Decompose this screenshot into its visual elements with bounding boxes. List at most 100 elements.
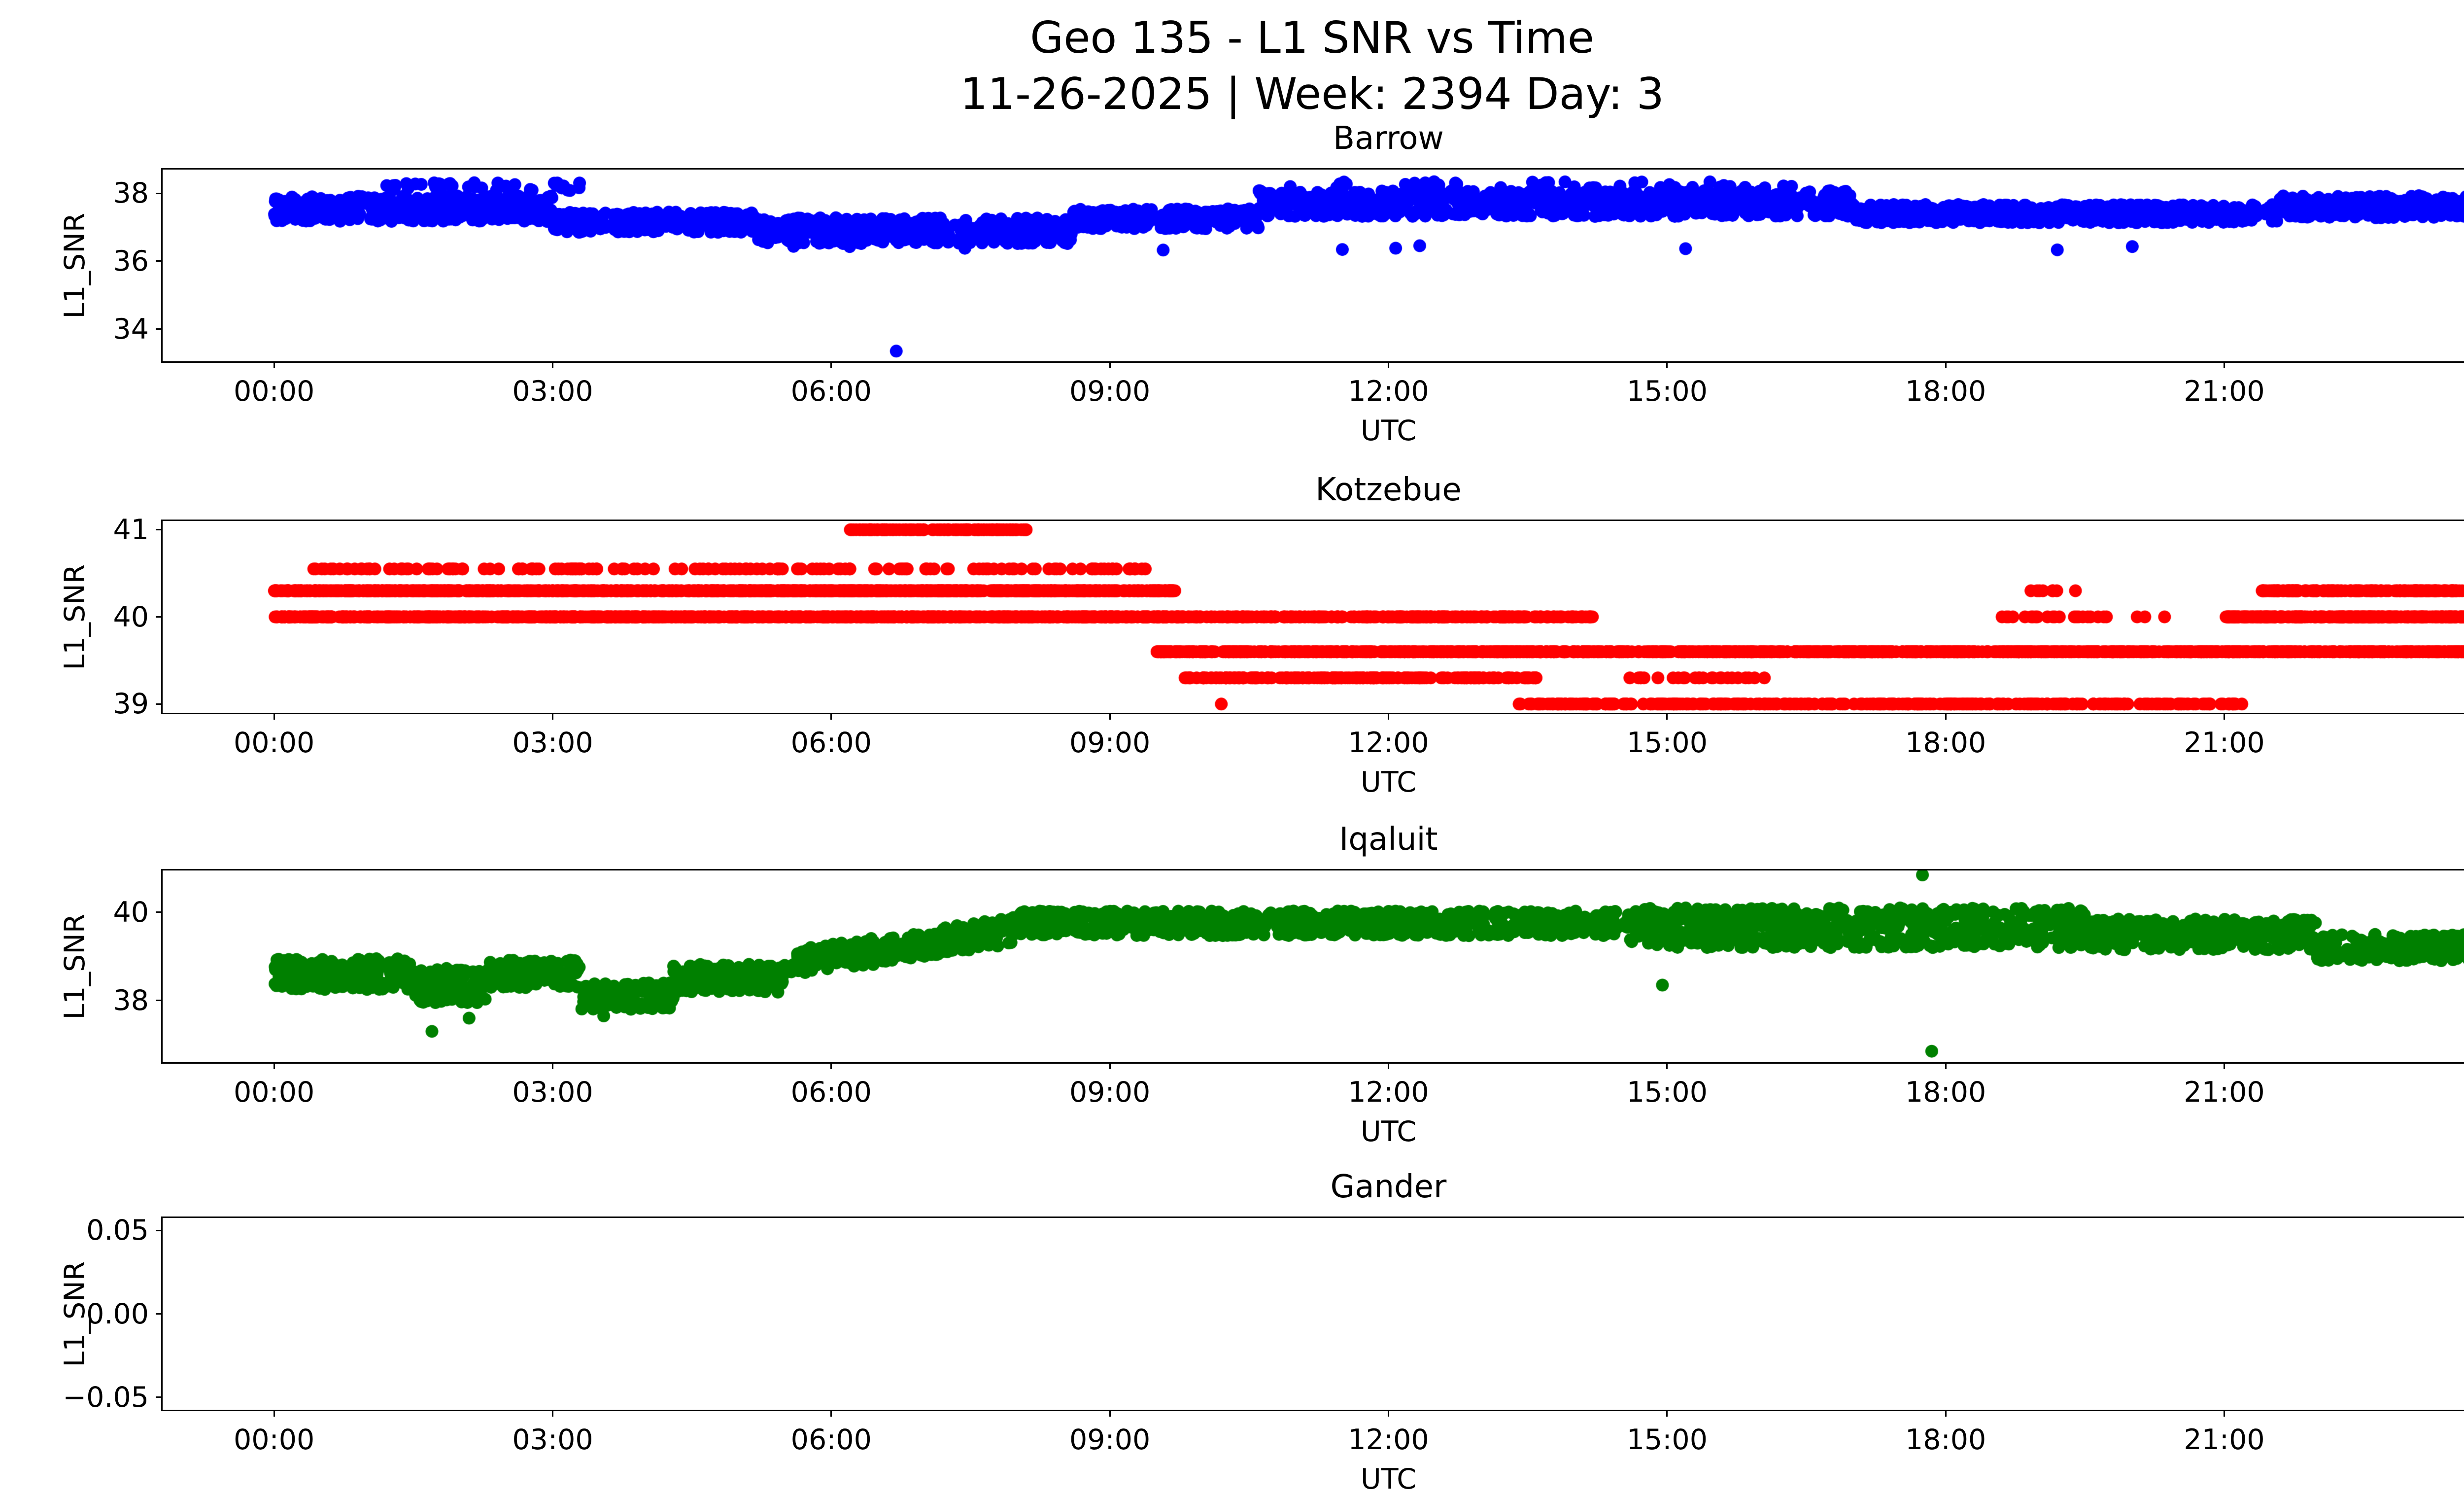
y-tick-label: 38 xyxy=(113,984,149,1017)
x-tick-label: 21:00 xyxy=(2184,727,2265,759)
x-axis-label: UTC xyxy=(1361,1115,1416,1148)
scatter-canvas-gander xyxy=(163,1218,2464,1410)
x-tick-label: 15:00 xyxy=(1626,375,1708,408)
x-tick-mark xyxy=(273,713,275,720)
y-axis-label: L1_SNR xyxy=(59,212,91,318)
y-tick-label: 34 xyxy=(113,313,149,346)
subplot-title-kotzebue: Kotzebue xyxy=(1315,472,1462,508)
y-tick-mark xyxy=(156,1313,163,1315)
x-tick-mark xyxy=(1109,713,1111,720)
x-tick-mark xyxy=(1945,713,1947,720)
scatter-canvas-barrow xyxy=(163,170,2464,361)
x-tick-mark xyxy=(1666,713,1668,720)
x-tick-mark xyxy=(1666,1062,1668,1069)
x-tick-label: 21:00 xyxy=(2184,1424,2265,1456)
x-tick-label: 09:00 xyxy=(1069,727,1151,759)
x-tick-label: 12:00 xyxy=(1348,1424,1429,1456)
y-tick-mark xyxy=(156,192,163,194)
y-tick-mark xyxy=(156,703,163,705)
x-tick-label: 21:00 xyxy=(2184,375,2265,408)
x-tick-mark xyxy=(273,1410,275,1417)
figure-title-line1: Geo 135 - L1 SNR vs Time xyxy=(1030,12,1594,63)
y-tick-mark xyxy=(156,1396,163,1398)
x-tick-label: 18:00 xyxy=(1905,375,1986,408)
axes-iqaluit: Iqaluit L1_SNR UTC 40 38 00:00 03:00 06:00 09:00… xyxy=(59,821,2464,1148)
x-tick-label: 00:00 xyxy=(233,375,315,408)
y-tick-label: 40 xyxy=(113,600,149,633)
x-tick-mark xyxy=(830,361,832,368)
x-tick-mark xyxy=(1666,1410,1668,1417)
y-tick-label: 0.05 xyxy=(86,1214,149,1247)
y-tick-mark xyxy=(156,529,163,531)
x-tick-label: 03:00 xyxy=(512,727,593,759)
axes-kotzebue: Kotzebue L1_SNR UTC 41 40 39 00:00 03:00 06:00 09… xyxy=(59,472,2464,799)
x-tick-mark xyxy=(551,713,553,720)
y-axis-label: L1_SNR xyxy=(59,564,91,670)
x-tick-mark xyxy=(1109,1062,1111,1069)
x-tick-label: 06:00 xyxy=(790,1424,872,1456)
x-tick-label: 18:00 xyxy=(1905,1424,1986,1456)
y-tick-mark xyxy=(156,260,163,262)
x-tick-mark xyxy=(1388,1062,1389,1069)
x-tick-label: 00:00 xyxy=(2463,1076,2464,1109)
x-tick-mark xyxy=(551,1410,553,1417)
x-axis-label: UTC xyxy=(1361,415,1416,447)
y-axis-label: L1_SNR xyxy=(59,913,91,1019)
x-tick-mark xyxy=(1388,361,1389,368)
x-tick-mark xyxy=(1945,1410,1947,1417)
x-tick-label: 00:00 xyxy=(233,727,315,759)
x-tick-label: 06:00 xyxy=(790,375,872,408)
y-tick-mark xyxy=(156,328,163,330)
x-tick-label: 03:00 xyxy=(512,1076,593,1109)
y-tick-label: 40 xyxy=(113,896,149,929)
x-tick-mark xyxy=(2224,361,2225,368)
y-tick-mark xyxy=(156,911,163,913)
x-tick-label: 06:00 xyxy=(790,727,872,759)
y-tick-mark xyxy=(156,1229,163,1231)
x-tick-label: 18:00 xyxy=(1905,727,1986,759)
y-tick-label: 36 xyxy=(113,244,149,278)
x-tick-mark xyxy=(273,361,275,368)
x-tick-label: 15:00 xyxy=(1626,1076,1708,1109)
x-tick-mark xyxy=(1666,361,1668,368)
x-tick-mark xyxy=(1945,1062,1947,1069)
x-tick-label: 06:00 xyxy=(790,1076,872,1109)
y-tick-mark xyxy=(156,1000,163,1002)
x-tick-label: 12:00 xyxy=(1348,375,1429,408)
x-tick-label: 03:00 xyxy=(512,375,593,408)
x-tick-mark xyxy=(1388,713,1389,720)
axes-barrow: Barrow L1_SNR UTC 38 36 34 00:00 03:00 06:00 09:0… xyxy=(59,120,2464,447)
y-tick-label: −0.05 xyxy=(63,1381,149,1414)
x-tick-mark xyxy=(1945,361,1947,368)
x-tick-label: 00:00 xyxy=(233,1076,315,1109)
x-tick-mark xyxy=(830,1062,832,1069)
x-tick-label: 00:00 xyxy=(233,1424,315,1456)
x-tick-label: 03:00 xyxy=(512,1424,593,1456)
x-tick-label: 09:00 xyxy=(1069,375,1151,408)
figure-title: Geo 135 - L1 SNR vs Time 11-26-2025 | We… xyxy=(0,10,2464,123)
scatter-canvas-iqaluit xyxy=(163,870,2464,1062)
x-tick-mark xyxy=(2224,1410,2225,1417)
axes-gander: Gander L1_SNR UTC 0.05 0.00 −0.05 00:00 03:00 06… xyxy=(59,1169,2464,1495)
x-tick-mark xyxy=(1109,1410,1111,1417)
y-tick-label: 41 xyxy=(113,513,149,546)
x-tick-label: 09:00 xyxy=(1069,1076,1151,1109)
x-tick-mark xyxy=(551,1062,553,1069)
x-tick-mark xyxy=(1388,1410,1389,1417)
x-tick-mark xyxy=(273,1062,275,1069)
x-axis-label: UTC xyxy=(1361,766,1416,799)
x-axis-label: UTC xyxy=(1361,1463,1416,1495)
x-tick-mark xyxy=(1109,361,1111,368)
y-tick-mark xyxy=(156,616,163,618)
x-tick-label: 00:00 xyxy=(2463,727,2464,759)
x-tick-label: 09:00 xyxy=(1069,1424,1151,1456)
x-tick-label: 15:00 xyxy=(1626,1424,1708,1456)
x-tick-label: 15:00 xyxy=(1626,727,1708,759)
x-tick-label: 18:00 xyxy=(1905,1076,1986,1109)
x-tick-mark xyxy=(2224,1062,2225,1069)
subplot-title-barrow: Barrow xyxy=(1333,120,1444,157)
x-tick-label: 21:00 xyxy=(2184,1076,2265,1109)
subplot-title-iqaluit: Iqaluit xyxy=(1339,821,1438,858)
x-tick-label: 12:00 xyxy=(1348,727,1429,759)
